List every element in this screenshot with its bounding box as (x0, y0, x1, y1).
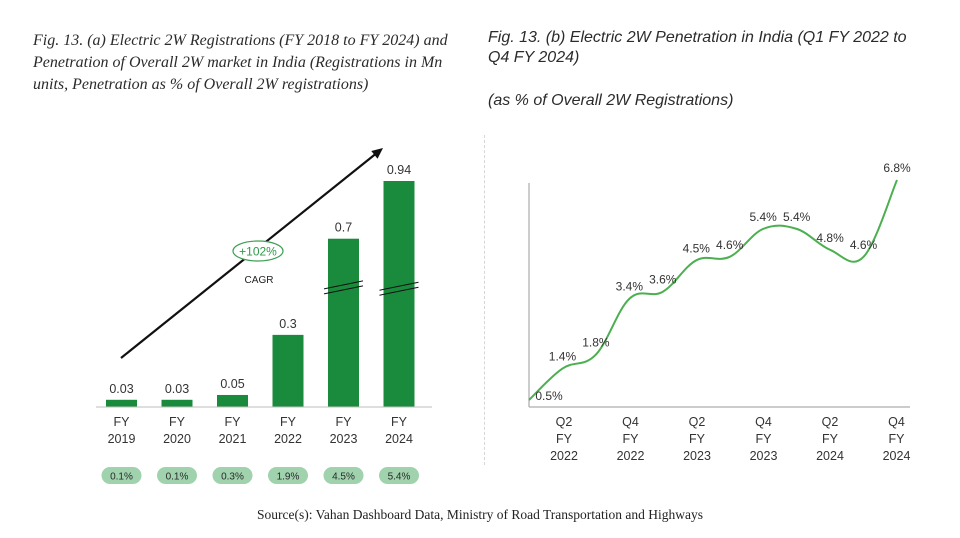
point-label: 3.4% (616, 280, 644, 294)
source-note: Source(s): Vahan Dashboard Data, Ministr… (257, 507, 703, 522)
x-tick-label: 2019 (108, 432, 136, 446)
point-label: 5.4% (750, 210, 778, 224)
penetration-badge-label: 4.5% (332, 472, 355, 483)
penetration-line (528, 179, 898, 401)
x-tick-label: 2022 (550, 449, 578, 463)
x-tick-label: FY (689, 432, 706, 446)
bar (106, 399, 137, 407)
x-tick-label: Q4 (622, 415, 639, 429)
bar-value-label: 0.7 (335, 221, 352, 235)
chart-b-subtitle: (as % of Overall 2W Registrations) (488, 92, 734, 109)
bar-value-label: 0.94 (387, 163, 411, 177)
penetration-badge-label: 0.1% (110, 472, 133, 483)
x-tick-label: FY (556, 432, 573, 446)
bar (217, 394, 248, 407)
point-label: 1.4% (549, 350, 577, 364)
penetration-badge (268, 467, 308, 484)
x-tick-label: FY (889, 432, 906, 446)
bar-value-label: 0.03 (165, 382, 189, 396)
cagr-caption: CAGR (245, 275, 274, 286)
bar-value-label: 0.05 (220, 377, 244, 391)
penetration-badge (212, 467, 253, 484)
x-tick-label: FY (336, 415, 353, 429)
point-label: 5.4% (783, 210, 811, 224)
x-tick-label: 2020 (163, 432, 191, 446)
point-label: 4.8% (816, 231, 844, 245)
x-tick-label: 2024 (883, 449, 911, 463)
bar-value-label: 0.03 (109, 382, 133, 396)
bar (161, 399, 193, 407)
penetration-badge (323, 467, 364, 484)
x-tick-label: Q2 (556, 415, 573, 429)
x-tick-label: FY (280, 415, 297, 429)
point-label: 6.8% (883, 161, 911, 175)
point-label: 4.6% (850, 238, 878, 252)
point-label: 4.6% (716, 238, 744, 252)
point-label: 4.5% (683, 241, 711, 255)
x-tick-label: FY (114, 415, 131, 429)
x-tick-label: 2021 (219, 432, 247, 446)
x-tick-label: FY (822, 432, 839, 446)
panel-divider (484, 135, 485, 465)
x-tick-label: 2022 (617, 449, 645, 463)
penetration-badge (379, 467, 419, 484)
cagr-arrowhead (371, 148, 383, 159)
cagr-value: +102% (239, 245, 277, 259)
penetration-badge-label: 1.9% (277, 472, 300, 483)
chart-a-title: Fig. 13. (a) Electric 2W Registrations (… (33, 32, 448, 93)
penetration-badge-label: 0.3% (221, 472, 244, 483)
axis-break-mark (379, 286, 419, 296)
bar (383, 181, 415, 407)
x-tick-label: 2022 (274, 432, 302, 446)
x-tick-label: Q4 (888, 415, 905, 429)
penetration-badge-label: 0.1% (166, 472, 189, 483)
x-tick-label: 2023 (330, 432, 358, 446)
x-tick-label: 2023 (683, 449, 711, 463)
axis-break-mark (379, 281, 419, 291)
bar (328, 238, 359, 407)
chart-b-title: Fig. 13. (b) Electric 2W Penetration in … (488, 29, 907, 66)
bar (272, 334, 304, 407)
x-tick-label: 2024 (385, 432, 413, 446)
x-tick-label: FY (169, 415, 186, 429)
penetration-badge-label: 5.4% (388, 472, 411, 483)
x-tick-label: FY (391, 415, 408, 429)
penetration-badge (157, 467, 197, 484)
x-tick-label: 2024 (816, 449, 844, 463)
penetration-badge (101, 467, 142, 484)
point-label: 1.8% (582, 336, 610, 350)
x-tick-label: FY (623, 432, 640, 446)
x-tick-label: Q2 (689, 415, 706, 429)
x-tick-label: 2023 (750, 449, 778, 463)
axis-break-mark (323, 280, 364, 290)
x-tick-label: FY (756, 432, 773, 446)
x-tick-label: FY (225, 415, 242, 429)
point-label: 0.5% (535, 389, 563, 403)
x-tick-label: Q4 (755, 415, 772, 429)
point-label: 3.6% (649, 273, 677, 287)
x-tick-label: Q2 (822, 415, 839, 429)
axis-break-mark (323, 285, 364, 295)
bar-value-label: 0.3 (279, 317, 296, 331)
cagr-oval (232, 240, 284, 262)
